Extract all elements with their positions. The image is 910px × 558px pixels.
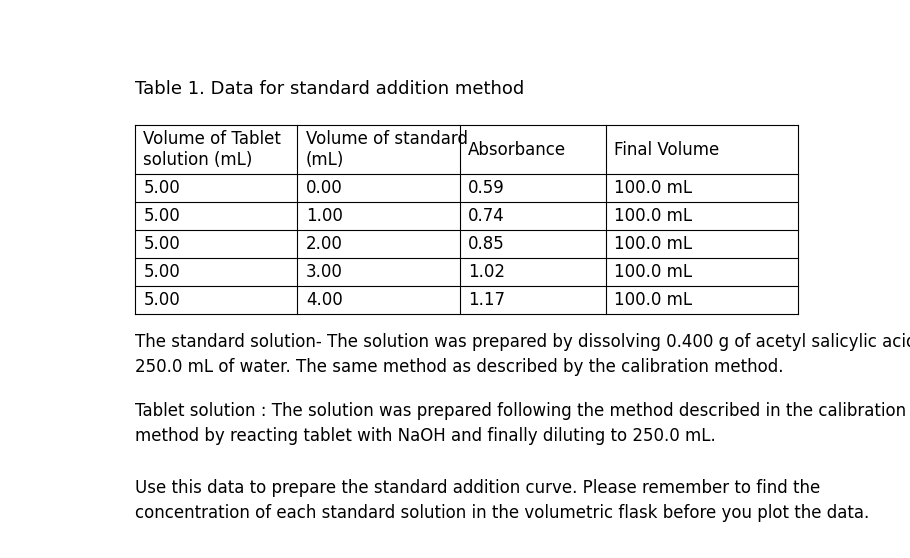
Text: 1.00: 1.00 [306,207,343,225]
Text: 1.02: 1.02 [469,263,505,281]
Text: 5.00: 5.00 [144,179,180,198]
Text: 5.00: 5.00 [144,207,180,225]
Text: 4.00: 4.00 [306,291,342,309]
Text: 3.00: 3.00 [306,263,343,281]
Text: Volume of standard
(mL): Volume of standard (mL) [306,130,468,169]
Text: 100.0 mL: 100.0 mL [614,179,693,198]
Text: Use this data to prepare the standard addition curve. Please remember to find th: Use this data to prepare the standard ad… [135,479,869,522]
Text: Tablet solution : The solution was prepared following the method described in th: Tablet solution : The solution was prepa… [135,402,906,445]
Text: Final Volume: Final Volume [614,141,719,158]
Text: Absorbance: Absorbance [469,141,566,158]
Text: 1.17: 1.17 [469,291,505,309]
Text: 100.0 mL: 100.0 mL [614,263,693,281]
Text: The standard solution- The solution was prepared by dissolving 0.400 g of acetyl: The standard solution- The solution was … [135,333,910,376]
Text: 0.85: 0.85 [469,235,505,253]
Text: Volume of Tablet
solution (mL): Volume of Tablet solution (mL) [144,130,281,169]
Text: 0.74: 0.74 [469,207,505,225]
Text: 100.0 mL: 100.0 mL [614,207,693,225]
Text: 5.00: 5.00 [144,235,180,253]
Text: 100.0 mL: 100.0 mL [614,235,693,253]
Text: 5.00: 5.00 [144,263,180,281]
Text: 0.59: 0.59 [469,179,505,198]
Text: 100.0 mL: 100.0 mL [614,291,693,309]
Text: Table 1. Data for standard addition method: Table 1. Data for standard addition meth… [135,80,524,98]
Text: 2.00: 2.00 [306,235,343,253]
Text: 5.00: 5.00 [144,291,180,309]
Text: 0.00: 0.00 [306,179,342,198]
